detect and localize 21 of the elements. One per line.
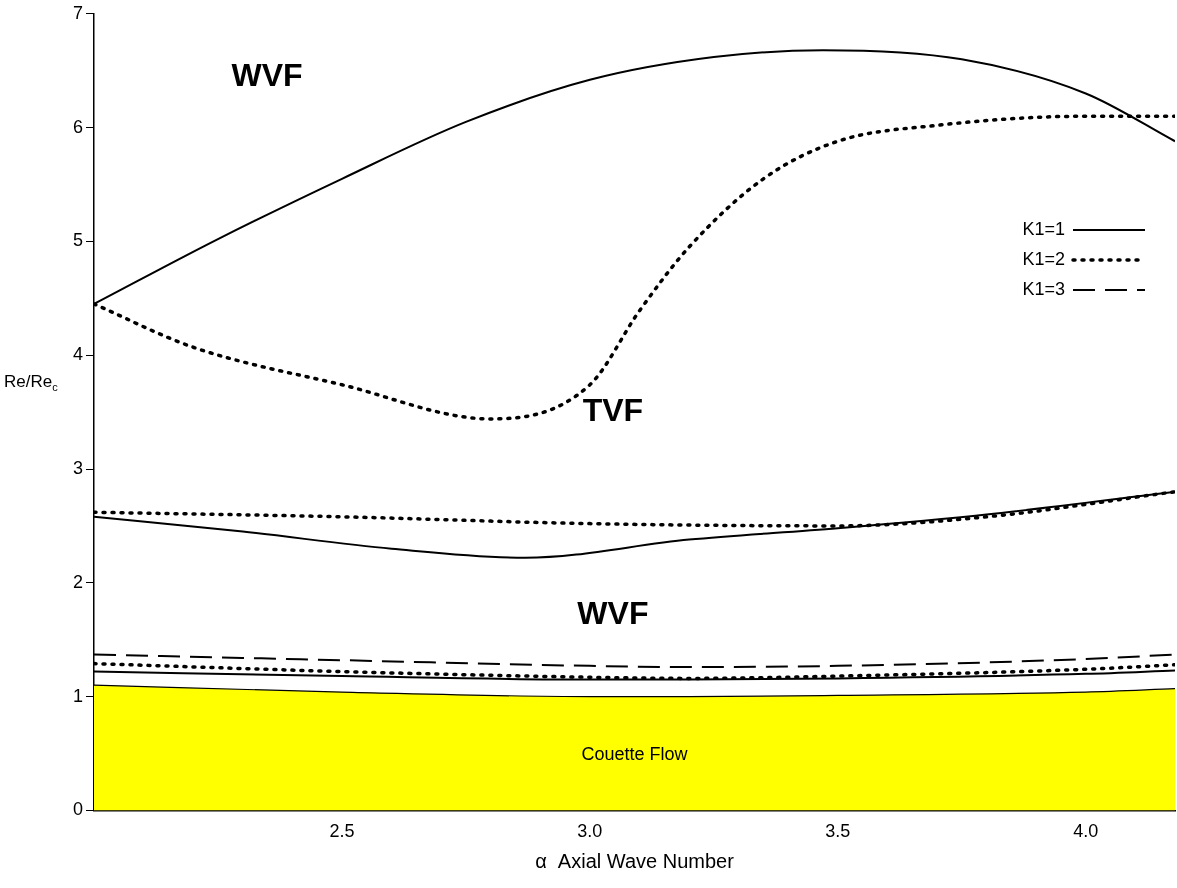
- x-tick-label: 3.0: [577, 821, 603, 842]
- annotation: WVF: [577, 595, 649, 632]
- x-tick-label: 3.5: [825, 821, 851, 842]
- x-axis-title: α Axial Wave Number: [535, 849, 735, 872]
- y-tick-label: 4: [73, 344, 84, 365]
- y-tick-label: 5: [73, 230, 84, 251]
- y-tick-label: 2: [73, 571, 84, 592]
- annotation: TVF: [582, 391, 644, 428]
- annotation: Couette Flow: [581, 743, 689, 764]
- y-tick-label: 7: [73, 2, 84, 23]
- annotation: WVF: [231, 57, 303, 94]
- y-axis-title: Re/Re$_{c}$: [4, 372, 58, 394]
- y-tick-label: 6: [73, 116, 84, 137]
- legend-label: K1=1: [1022, 218, 1065, 239]
- x-tick-label: 4.0: [1073, 821, 1099, 842]
- legend-label: K1=3: [1022, 278, 1065, 299]
- y-tick-label: 3: [73, 457, 84, 478]
- y-tick-label: 0: [73, 799, 84, 820]
- y-tick-label: 1: [73, 685, 84, 706]
- x-tick-label: 2.5: [329, 821, 355, 842]
- legend-label: K1=2: [1022, 248, 1065, 269]
